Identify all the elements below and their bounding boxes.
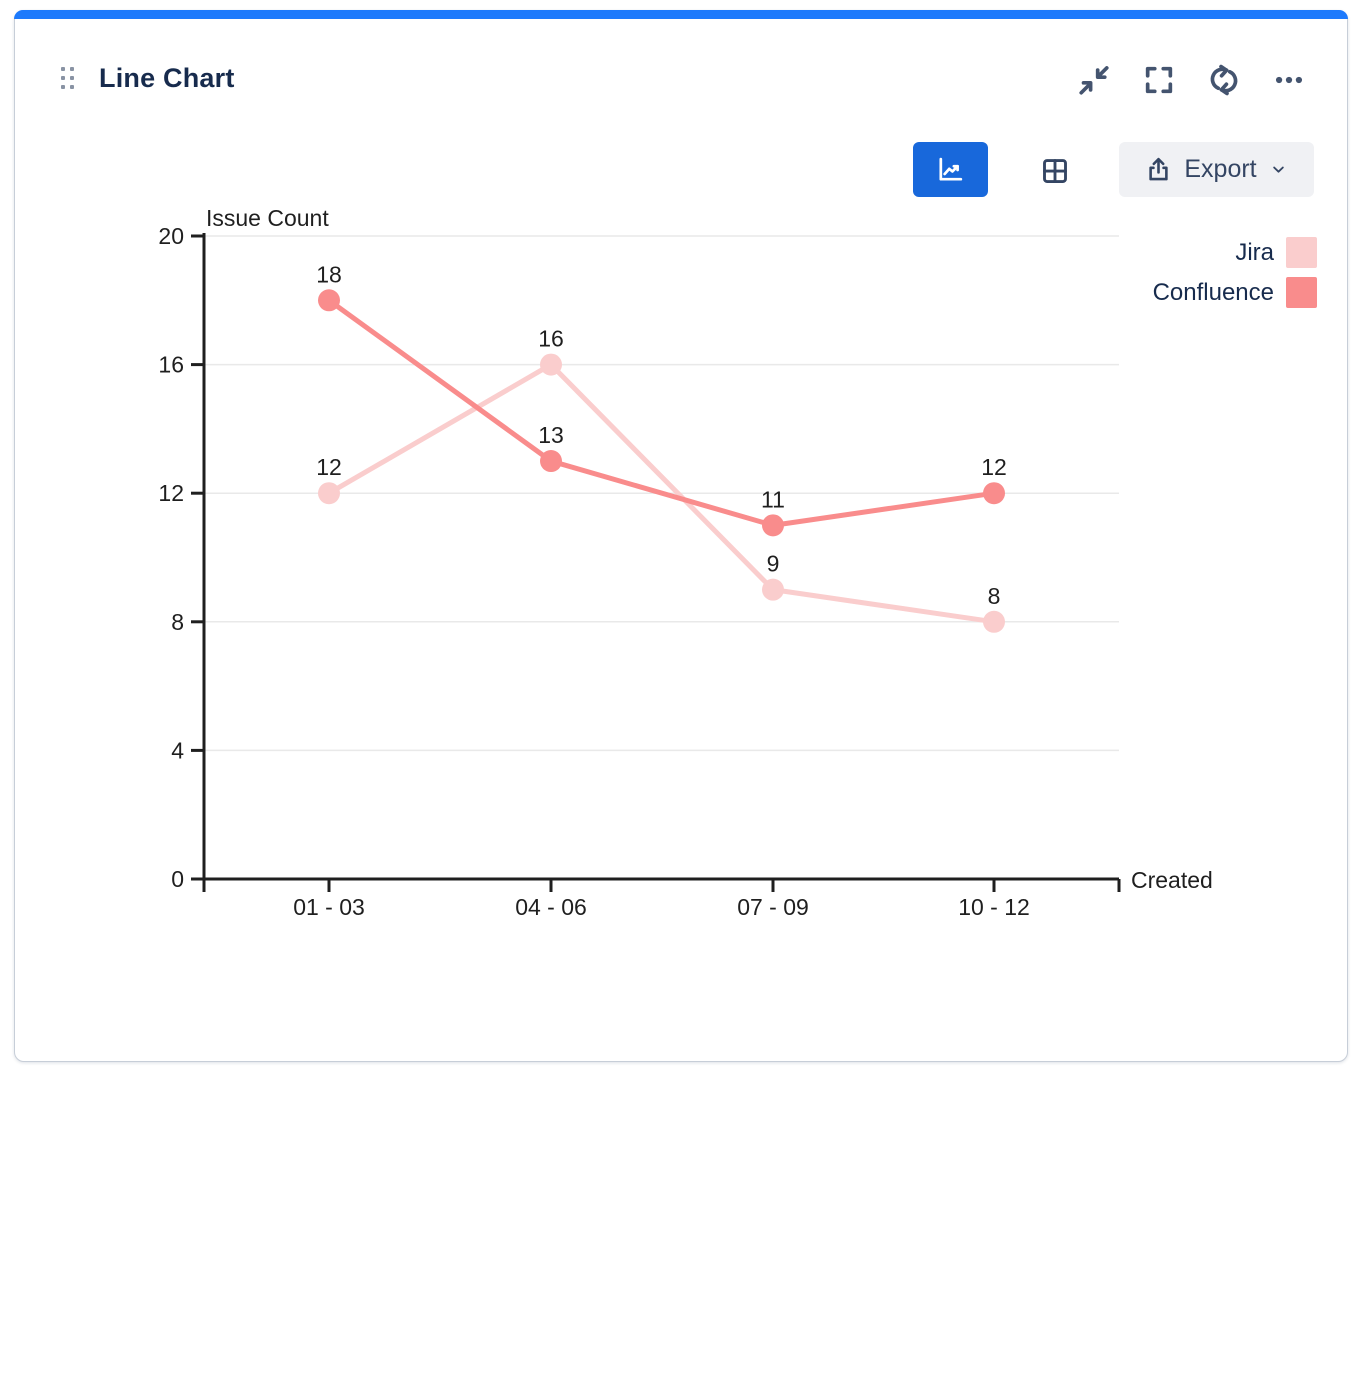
more-button[interactable] — [1271, 62, 1307, 98]
data-point-label: 18 — [316, 261, 342, 287]
x-tick-label: 01 - 03 — [293, 894, 365, 920]
refresh-icon — [1210, 64, 1238, 96]
gadget-title: Line Chart — [99, 63, 235, 93]
legend-item-confluence[interactable]: Confluence — [1153, 277, 1317, 308]
line-chart-gadget: Line Chart — [14, 10, 1348, 1062]
refresh-button[interactable] — [1206, 62, 1242, 98]
data-point-confluence[interactable] — [983, 482, 1005, 505]
line-chart-icon — [939, 157, 963, 181]
chart-view-button[interactable] — [913, 142, 988, 197]
table-view-button[interactable] — [1034, 150, 1076, 192]
x-tick-label: 04 - 06 — [515, 894, 587, 920]
chevron-down-icon — [1272, 166, 1284, 173]
more-icon — [1275, 76, 1303, 84]
series-line-confluence — [326, 297, 997, 528]
export-button-label: Export — [1184, 155, 1257, 183]
export-share-icon — [1149, 157, 1169, 181]
data-point-label: 9 — [767, 551, 780, 577]
x-tick-label: 10 - 12 — [958, 894, 1030, 920]
collapse-icon — [1079, 66, 1109, 95]
data-point-label: 13 — [538, 422, 564, 448]
gadget-accent-bar — [14, 10, 1348, 19]
line-chart-plot[interactable]: 0 4 8 12 16 20 01 - 03 04 - 06 07 - 09 10 - 12 Iss… — [15, 11, 1347, 1051]
y-tick-label: 0 — [171, 866, 184, 892]
data-point-label: 12 — [316, 454, 342, 480]
drag-handle-icon[interactable] — [61, 67, 74, 89]
legend-swatch-jira — [1286, 237, 1317, 268]
fullscreen-icon — [1145, 66, 1173, 94]
legend-swatch-confluence — [1286, 277, 1317, 308]
y-tick-label: 16 — [158, 352, 184, 378]
gadget-header-actions — [1076, 62, 1307, 98]
data-point-label: 8 — [988, 583, 1001, 609]
table-grid-icon — [1043, 159, 1067, 183]
y-tick-label: 12 — [158, 480, 184, 506]
x-tick-label: 07 - 09 — [737, 894, 809, 920]
data-point-confluence[interactable] — [318, 289, 340, 312]
data-point-label: 16 — [538, 326, 564, 352]
y-tick-label: 4 — [171, 737, 184, 763]
data-point-confluence[interactable] — [540, 450, 562, 473]
data-point-jira[interactable] — [540, 353, 562, 376]
data-point-label: 12 — [981, 454, 1007, 480]
collapse-button[interactable] — [1076, 62, 1112, 98]
data-point-jira[interactable] — [318, 482, 340, 505]
legend-label: Confluence — [1152, 278, 1274, 306]
y-axis-title: Issue Count — [206, 205, 329, 231]
y-tick-label: 20 — [158, 223, 184, 249]
legend-label: Jira — [1235, 238, 1274, 266]
data-point-jira[interactable] — [983, 610, 1005, 633]
data-point-jira[interactable] — [762, 578, 784, 601]
export-button[interactable]: Export — [1119, 142, 1314, 197]
y-tick-label: 8 — [171, 609, 184, 635]
x-axis-title: Created — [1131, 867, 1213, 893]
series-line-jira — [326, 362, 997, 625]
chart-legend: Jira Confluence — [1153, 237, 1317, 308]
legend-item-jira[interactable]: Jira — [1153, 237, 1317, 268]
data-point-label: 11 — [761, 486, 785, 512]
data-point-confluence[interactable] — [762, 514, 784, 537]
fullscreen-button[interactable] — [1141, 62, 1177, 98]
